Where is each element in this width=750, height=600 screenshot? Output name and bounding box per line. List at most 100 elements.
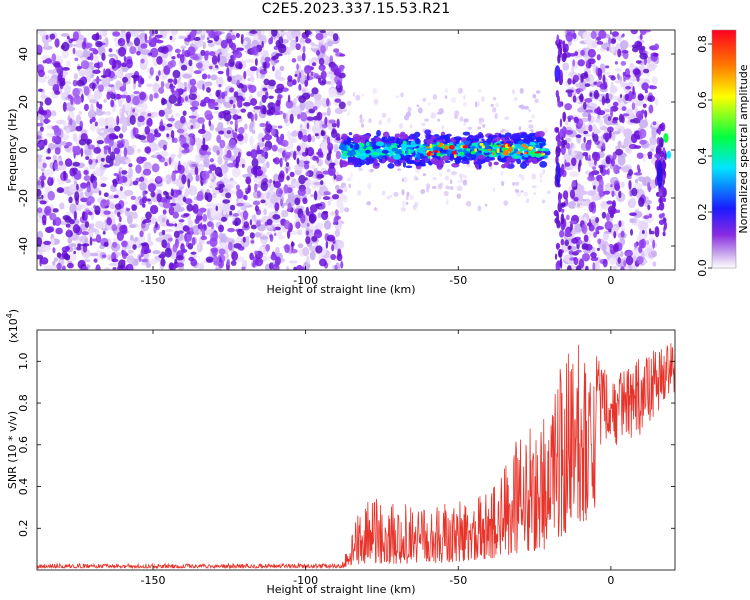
spectrogram-blob [487, 148, 492, 151]
spectrogram-blob [503, 200, 509, 206]
spectrogram-blob [378, 154, 383, 160]
spectrogram-blob [62, 215, 71, 221]
spectrogram-blob [326, 97, 330, 107]
spectrogram-blob [278, 173, 285, 183]
spectrogram-blob [132, 108, 136, 113]
spectrogram-blob [206, 240, 210, 245]
spectrogram-blob [103, 192, 109, 198]
spectrogram-blob [499, 129, 504, 134]
spectrogram-blob [83, 49, 89, 56]
spectrogram-blob [94, 78, 102, 82]
spectrogram-blob [562, 40, 566, 52]
spectrogram-blob [205, 151, 212, 156]
spectrogram-blob [181, 149, 187, 154]
spectrogram-blob [65, 223, 71, 228]
spectrogram-blob [606, 47, 610, 52]
spectrogram-blob [213, 30, 222, 36]
spectrogram-blob [642, 153, 647, 163]
spectrogram-blob [482, 123, 486, 128]
spectrogram-blob [358, 167, 363, 171]
spectrogram-blob [37, 188, 42, 197]
spectrogram-blob [37, 254, 44, 260]
spectrogram-blob [165, 191, 169, 200]
spectrogram-blob [335, 184, 340, 191]
spectrogram-blob [165, 174, 172, 185]
spectrogram-blob [153, 92, 159, 99]
spectrogram-blob [610, 158, 615, 167]
spectrogram-blob [229, 204, 236, 211]
spectrogram-blob [612, 101, 619, 107]
spectrogram-blob [234, 217, 242, 226]
spectrogram-blob [492, 144, 499, 148]
spectrogram-blob [658, 137, 664, 148]
spectrogram-blob [304, 79, 309, 87]
spectrogram-blob [218, 52, 222, 56]
spectrogram-blob [420, 189, 426, 195]
spectrogram-blob [37, 69, 45, 78]
spectrogram-blob [434, 137, 443, 141]
spectrogram-blob [437, 183, 443, 190]
spectrogram-blob [507, 143, 511, 147]
spectrogram-blob [56, 187, 65, 194]
spectrogram-blob [607, 126, 614, 133]
spectrogram-blob [592, 133, 599, 143]
spectrogram-blob [520, 132, 527, 139]
spectrogram-blob [391, 142, 395, 146]
spectrogram-blob [114, 208, 123, 215]
spectrogram-blob [301, 52, 306, 62]
colorbar-tick-label: 0.2 [696, 203, 709, 221]
spectrogram-blob [106, 199, 110, 206]
spectrogram-blob [230, 30, 233, 33]
spectrogram-blob [571, 157, 577, 166]
spectrogram-blob [583, 136, 586, 143]
spectrogram-blob [602, 132, 611, 141]
spectrogram-blob [400, 92, 404, 98]
spectrogram-blob [343, 186, 348, 191]
spectrogram-blob [40, 95, 49, 99]
spectrogram-blob [660, 184, 665, 192]
spectrogram-blob [519, 162, 528, 169]
spectrogram-blob [243, 70, 247, 80]
spectrogram-blob [337, 240, 345, 250]
spectrogram-blob [477, 154, 486, 160]
spectrogram-blob [206, 30, 210, 34]
spectrogram-blob [177, 153, 182, 159]
spectrogram-blob [450, 170, 457, 176]
spectrogram-blob [572, 186, 578, 190]
spectrogram-blob [116, 115, 120, 126]
spectrogram-blob [307, 134, 312, 143]
spectrogram-blob [297, 229, 303, 236]
spectrogram-blob [189, 88, 193, 99]
spectrogram-blob [286, 175, 290, 181]
spectrogram-blob [194, 218, 200, 225]
spectrogram-blob [555, 134, 561, 142]
spectrogram-blob [74, 57, 79, 62]
spectrogram-blob [182, 196, 187, 203]
spectrogram-blob [437, 145, 442, 148]
spectrogram-blob [564, 239, 570, 247]
spectrogram-blob [539, 161, 548, 168]
spectrogram-blob [416, 104, 420, 108]
spectrogram-blob [511, 133, 520, 140]
spectrogram-blob [218, 130, 225, 135]
spectrogram-blob [273, 173, 280, 183]
spectrogram-blob [397, 168, 402, 171]
spectrogram-blob [95, 159, 99, 164]
y-tick-label: -40 [17, 237, 30, 255]
spectrogram-blob [578, 159, 582, 167]
spectrogram-blob [158, 86, 165, 94]
spectrogram-blob [285, 99, 294, 109]
spectrogram-blob [132, 95, 140, 106]
spectrogram-blob [81, 211, 86, 220]
spectrogram-blob [226, 67, 230, 77]
x-tick-label: 0 [607, 574, 614, 587]
spectrogram-blob [43, 119, 51, 124]
spectrogram-blob [89, 98, 99, 104]
spectrogram-blob [555, 253, 558, 260]
spectrogram-blob [569, 220, 578, 224]
spectrogram-blob [471, 138, 479, 142]
spectrogram-blob [68, 38, 73, 44]
spectrogram-blob [356, 154, 361, 159]
spectrogram-blob [252, 200, 261, 206]
